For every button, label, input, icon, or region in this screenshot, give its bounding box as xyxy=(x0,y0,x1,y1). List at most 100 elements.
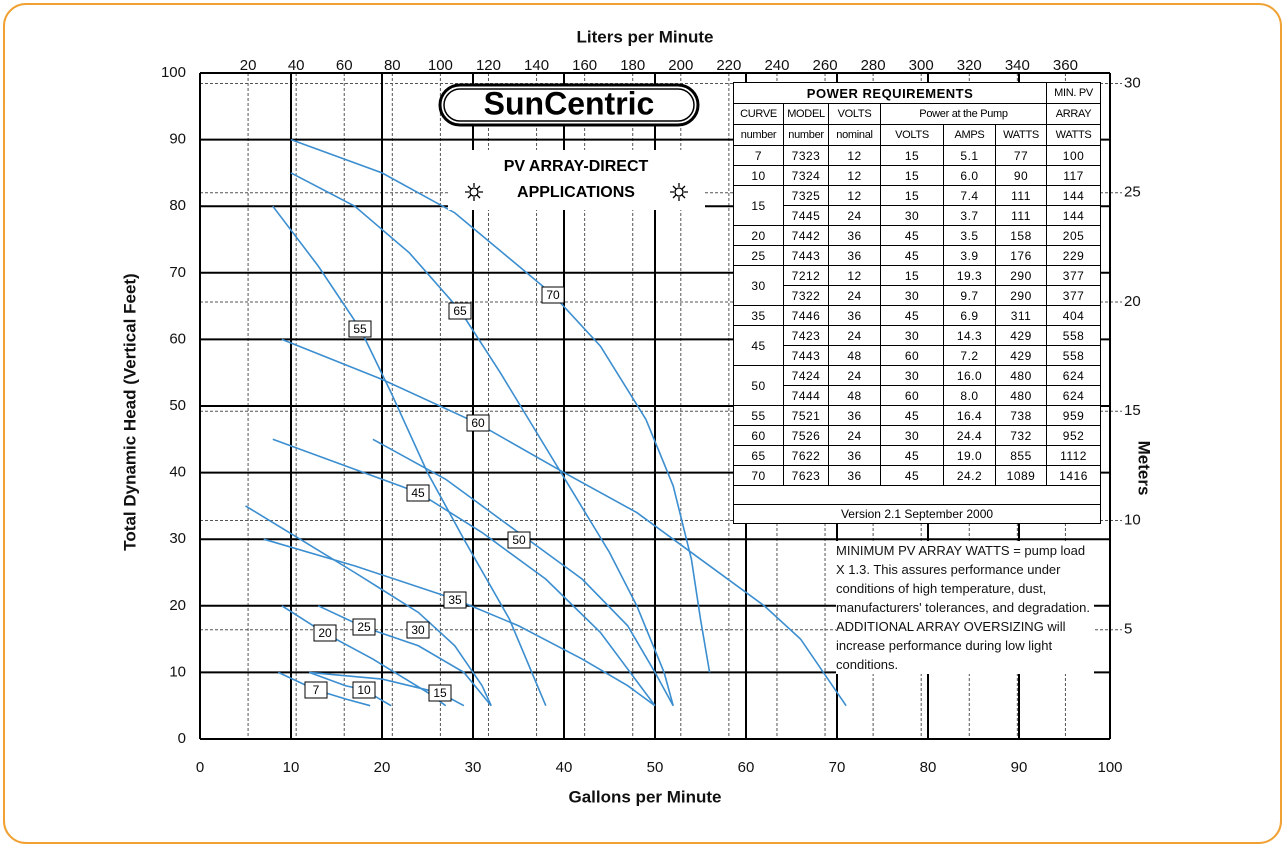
table-cell: 16.4 xyxy=(943,405,996,426)
table-cell: 7424 xyxy=(783,365,829,386)
x2-tick-label: 40 xyxy=(288,57,305,74)
x-axis-title: Gallons per Minute xyxy=(568,787,721,806)
table-cell: 15 xyxy=(880,165,944,186)
table-cell: 12 xyxy=(828,145,881,166)
table-cell: 60 xyxy=(880,345,944,366)
table-cell: 158 xyxy=(994,225,1048,246)
curve-label: 60 xyxy=(471,416,485,430)
curve-label-box xyxy=(428,684,452,702)
x2-tick-label: 160 xyxy=(572,57,597,74)
table-row xyxy=(732,485,1102,505)
table-cell: 12 xyxy=(828,265,881,286)
table-cell: number xyxy=(733,124,784,146)
table-cell: 111 xyxy=(994,205,1048,226)
table-cell: 30 xyxy=(733,265,784,306)
table-row: 25 7443 36 45 3.9 176 229 xyxy=(733,245,1102,266)
table-cell: 176 xyxy=(994,245,1048,266)
table-row: 60 7526 24 30 24.4 732 952 xyxy=(733,425,1102,446)
x2-tick-label: 320 xyxy=(957,57,982,74)
x2-tick-label: 280 xyxy=(861,57,886,74)
x-tick-label: 30 xyxy=(465,759,482,776)
x2-tick-label: 140 xyxy=(524,57,549,74)
table-row: 7444 48 60 8.0 480 624 xyxy=(734,385,1102,406)
table-cell: 45 xyxy=(880,445,944,466)
y2-axis-title: Meters xyxy=(1135,441,1154,496)
table-cell: 377 xyxy=(1046,285,1102,306)
logo: SunCentric xyxy=(438,83,700,127)
table-cell: 290 xyxy=(994,285,1048,306)
table-cell: 24 xyxy=(828,325,881,346)
table-cell: 24 xyxy=(828,205,881,226)
x2-tick-label: 20 xyxy=(240,57,257,74)
table-cell: 36 xyxy=(828,305,881,326)
table-cell: 30 xyxy=(880,325,944,346)
curve-label-box xyxy=(406,621,430,639)
table-cell: 60 xyxy=(880,385,944,406)
table-cell: 7.4 xyxy=(943,185,996,206)
table-cell: 6.0 xyxy=(943,165,996,186)
table-cell: 15 xyxy=(880,185,944,206)
table-cell: 19.0 xyxy=(943,445,996,466)
note: ADDITIONAL ARRAY OVERSIZING will increas… xyxy=(836,619,1066,672)
curve-label: 70 xyxy=(546,288,560,302)
table-cell: VOLTS xyxy=(828,103,881,125)
sun-icon xyxy=(465,183,688,201)
x-tick-label: 80 xyxy=(920,759,937,776)
table-cell: 24 xyxy=(828,365,881,386)
table-cell: 7622 xyxy=(783,445,829,466)
table-cell xyxy=(732,485,1102,505)
table-cell: VOLTS xyxy=(880,124,944,146)
x2-tick-label: 360 xyxy=(1053,57,1078,74)
table-cell: CURVE xyxy=(733,103,784,125)
pump-curve xyxy=(272,205,547,707)
table-cell: 48 xyxy=(828,385,881,406)
y-tick-label: 60 xyxy=(169,330,186,347)
table-cell: 377 xyxy=(1046,265,1102,286)
table-cell: 7423 xyxy=(783,325,829,346)
pump-curve xyxy=(272,438,656,707)
table-cell: Version 2.1 September 2000 xyxy=(732,504,1102,524)
box-title: APPLICATIONS xyxy=(517,184,635,201)
y-tick-label: 90 xyxy=(169,131,186,148)
table-cell: 3.7 xyxy=(943,205,996,226)
pump-curve xyxy=(372,438,674,707)
table-cell: 7212 xyxy=(783,265,829,286)
table-cell: 1112 xyxy=(1046,445,1102,466)
table-cell: Power at the Pump xyxy=(879,103,1048,125)
table-row: 65 7622 36 45 19.0 855 1112 xyxy=(733,445,1102,466)
table-cell: 70 xyxy=(733,465,784,486)
table-cell: 7442 xyxy=(783,225,829,246)
table-cell: 20 xyxy=(733,225,784,246)
x2-tick-label: 80 xyxy=(384,57,401,74)
table-cell: 15 xyxy=(733,185,784,226)
x-tick-label: 60 xyxy=(738,759,755,776)
table-cell: WATTS xyxy=(994,124,1048,146)
table: POWER REQUIREMENTS MIN. PV CURVE MODEL VOLTS… xyxy=(732,82,1102,524)
table-row: POWER REQUIREMENTS MIN. PV xyxy=(732,82,1102,104)
y-tick-label: 0 xyxy=(178,730,186,747)
table-cell: MODEL xyxy=(783,103,829,125)
table-cell: 624 xyxy=(1046,365,1102,386)
pump-curve xyxy=(277,671,371,707)
table-cell: 205 xyxy=(1046,225,1102,246)
x2-tick-label: 300 xyxy=(909,57,934,74)
y2-tick-label: 5 xyxy=(1124,621,1132,638)
table-cell: 45 xyxy=(880,245,944,266)
table-cell: 738 xyxy=(994,405,1048,426)
table-row: 7443 48 60 7.2 429 558 xyxy=(734,345,1102,366)
y-tick-label: 40 xyxy=(169,464,186,481)
x-tick-label: 10 xyxy=(283,759,300,776)
table-cell: 24.4 xyxy=(943,425,996,446)
table-cell: MIN. PV xyxy=(1046,82,1102,104)
x2-tick-label: 340 xyxy=(1005,57,1030,74)
curve-label-box xyxy=(313,624,337,642)
x-tick-label: 70 xyxy=(829,759,846,776)
table-cell: number xyxy=(783,124,829,146)
table-cell: 45 xyxy=(880,465,944,486)
curve-label: 15 xyxy=(433,686,447,700)
table-cell: 24 xyxy=(828,425,881,446)
curve-label: 65 xyxy=(453,304,467,318)
table-cell: 117 xyxy=(1046,165,1102,186)
curve-label: 30 xyxy=(411,623,425,637)
table-cell: 45 xyxy=(880,305,944,326)
